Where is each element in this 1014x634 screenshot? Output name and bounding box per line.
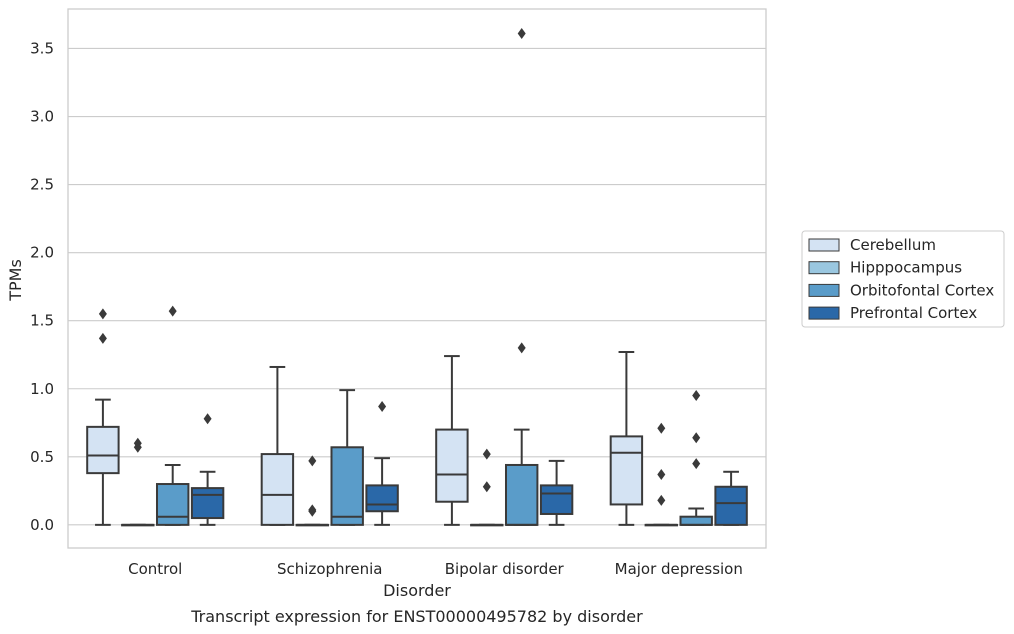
- box-body: [679, 515, 713, 526]
- box-body: [714, 485, 748, 526]
- box-body: [504, 463, 539, 526]
- outlier-point: [657, 494, 666, 506]
- legend-label: Orbitofontal Cortex: [850, 281, 994, 299]
- box: [190, 413, 225, 526]
- outlier-point: [98, 308, 107, 320]
- outlier-point: [657, 422, 666, 434]
- box-body: [539, 484, 574, 515]
- box: [86, 308, 120, 526]
- box-body: [609, 435, 644, 506]
- box-body: [260, 453, 295, 526]
- legend-swatch: [808, 261, 840, 275]
- legend-frame: [801, 230, 1005, 328]
- y-tick-label: 0.0: [30, 516, 54, 534]
- outlier-point: [692, 390, 701, 402]
- box: [714, 470, 748, 526]
- legend-label: Hipppocampus: [850, 259, 962, 277]
- box: [330, 389, 364, 526]
- outlier-point: [692, 432, 701, 444]
- y-tick-label: 3.0: [30, 108, 54, 126]
- legend-label: Prefrontal Cortex: [850, 304, 977, 322]
- legend-item: Cerebellum: [808, 236, 936, 254]
- grid-lines: [68, 47, 766, 526]
- outlier-point: [482, 448, 491, 460]
- y-tick-label: 2.0: [30, 244, 54, 262]
- outlier-point: [517, 342, 526, 354]
- box: [365, 400, 399, 526]
- x-tick-label: Bipolar disorder: [445, 560, 565, 578]
- outlier-point: [203, 413, 212, 425]
- y-tick-labels: 0.0 0.5 1.0 1.5 2.0 2.5 3.0 3.5: [30, 39, 54, 533]
- y-tick-label: 2.5: [30, 176, 54, 194]
- box-body: [155, 483, 190, 526]
- y-tick-label: 0.5: [30, 448, 54, 466]
- box: [260, 365, 295, 526]
- legend-items: Cerebellum Hipppocampus Orbitofontal Corte…: [808, 236, 994, 322]
- box: [295, 455, 330, 527]
- x-axis-title: Disorder: [383, 581, 451, 600]
- outlier-point: [168, 305, 177, 317]
- outlier-point: [657, 469, 666, 480]
- outlier-point: [482, 481, 491, 493]
- box: [679, 390, 713, 526]
- figure-caption: Transcript expression for ENST0000049578…: [190, 607, 643, 626]
- plot-frame: [67, 8, 767, 549]
- box-body: [190, 487, 225, 520]
- x-tick-label: Control: [128, 560, 182, 578]
- y-tick-label: 1.5: [30, 312, 54, 330]
- x-tick-labels: Control Schizophrenia Bipolar disorder Majo…: [128, 560, 743, 578]
- outlier-point: [308, 455, 317, 467]
- box: [609, 351, 644, 526]
- box: [435, 355, 469, 526]
- outlier-point: [133, 441, 142, 453]
- box: [539, 459, 574, 526]
- box-body: [330, 446, 364, 526]
- outlier-point: [517, 28, 526, 39]
- y-axis-title: TPMs: [6, 259, 25, 302]
- box-plot-marks: [86, 28, 748, 527]
- legend-item: Orbitofontal Cortex: [808, 281, 994, 299]
- legend-item: Hipppocampus: [808, 259, 962, 277]
- box: [121, 437, 155, 527]
- x-tick-label: Major depression: [615, 560, 743, 578]
- outlier-point: [308, 505, 317, 517]
- box: [644, 422, 679, 527]
- outlier-point: [692, 458, 701, 470]
- legend-swatch: [808, 306, 840, 320]
- box: [504, 28, 539, 526]
- box-body: [435, 428, 469, 503]
- legend-label: Cerebellum: [850, 236, 936, 254]
- legend-swatch: [808, 283, 840, 297]
- y-tick-label: 3.5: [30, 39, 54, 57]
- y-tick-label: 1.0: [30, 380, 54, 398]
- box-body: [365, 484, 399, 513]
- outlier-point: [98, 332, 107, 344]
- legend-item: Prefrontal Cortex: [808, 304, 977, 322]
- legend-swatch: [808, 238, 840, 252]
- outlier-point: [378, 400, 387, 412]
- x-tick-label: Schizophrenia: [277, 560, 382, 578]
- box: [470, 448, 504, 527]
- box-body: [86, 425, 120, 475]
- box: [155, 305, 190, 526]
- legend: Cerebellum Hipppocampus Orbitofontal Corte…: [801, 230, 1005, 328]
